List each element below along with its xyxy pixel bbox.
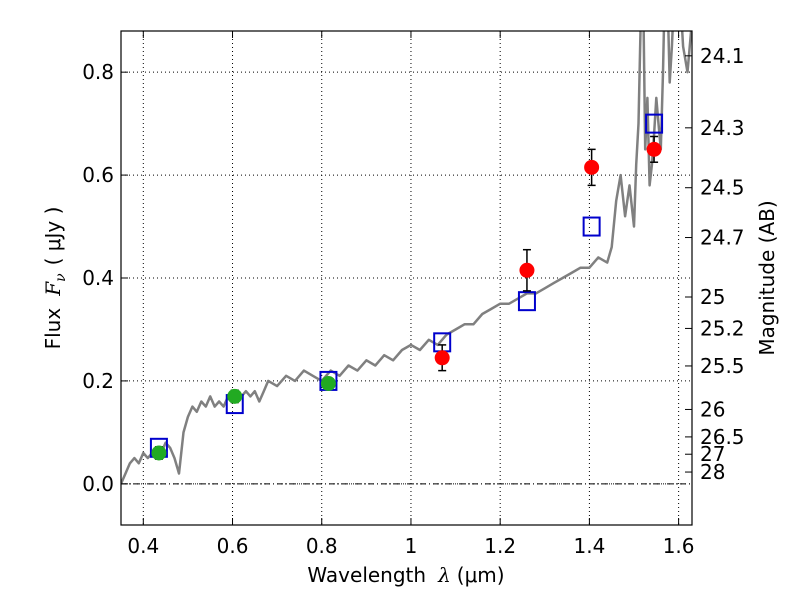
y-axis-label-symbol: F [41,281,65,297]
y-axis-label-text: Flux [41,308,65,350]
model-point [645,113,664,134]
x-tick-label: 0.6 [217,534,249,558]
x-axis-label-symbol: λ [437,563,451,587]
x-tick-label: 0.8 [306,534,338,558]
detected-point [584,159,600,175]
x-tick-label: 1.6 [663,534,695,558]
y-axis-label-subscript: ν [53,273,69,282]
y-axis-label-unit: ( μJy ) [41,207,65,266]
y-tick-label: 0.2 [82,369,114,393]
y2-tick-label: 26.5 [700,425,745,449]
y2-axis-label: Magnitude (AB) [755,200,779,355]
y2-tick-label: 24.1 [700,44,745,68]
model-point [582,216,601,237]
x-axis-label-unit: (μm) [457,563,505,587]
y2-tick-label: 26 [700,397,725,421]
y2-tick-label: 24.3 [700,116,745,140]
x-tick-label: 0.4 [127,534,159,558]
y2-tick-label: 25 [700,285,725,309]
detected-point [519,262,535,278]
y2-tick-label: 25.2 [700,316,745,340]
y2-tick-label: 24.5 [700,176,745,200]
y-axis-label: Flux Fν ( μJy ) [41,207,69,350]
data-marks [149,113,664,461]
hst-point [151,445,167,461]
y2-tick-label: 27 [700,442,725,466]
y-tick-label: 0.6 [82,163,114,187]
axes: 0.4 0.6 0.8 1 1.2 1.4 1.6 0.0 0.2 0.4 0.6 0.8 24.1 24… [82,31,745,558]
x-axis-label: Wavelength λ (μm) [307,563,504,587]
x-tick-label: 1.2 [484,534,516,558]
y2-tick-label: 28 [700,460,725,484]
model-point [517,291,536,312]
detected-point [646,141,662,157]
y2-tick-label: 24.7 [700,226,745,250]
y-tick-label: 0.4 [82,266,114,290]
plot-background [121,31,692,525]
y2-tick-label: 25.5 [700,354,745,378]
x-tick-label: 1 [405,534,418,558]
y-tick-label: 0.8 [82,60,114,84]
y-tick-label: 0.0 [82,472,114,496]
hst-point [227,388,243,404]
x-tick-label: 1.4 [573,534,605,558]
hst-point [320,375,336,391]
detected-point [434,350,450,366]
x-axis-label-text: Wavelength [307,563,426,587]
